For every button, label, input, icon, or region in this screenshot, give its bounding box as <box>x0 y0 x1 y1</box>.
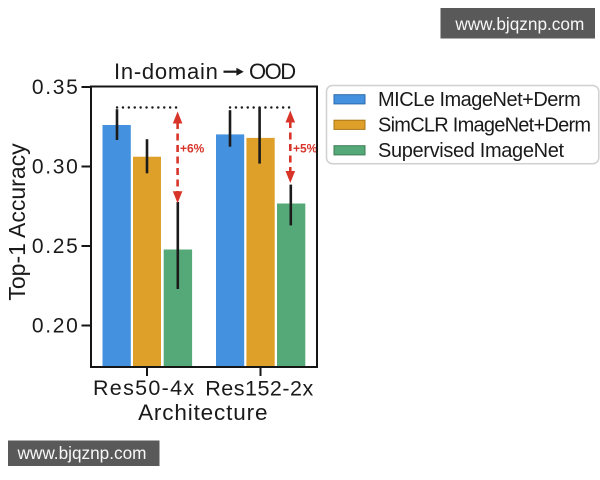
svg-text:www.bjqznp.com: www.bjqznp.com <box>17 443 147 463</box>
svg-text:Res152-2x: Res152-2x <box>205 377 313 401</box>
svg-text:0.20: 0.20 <box>32 315 80 338</box>
svg-text:OOD: OOD <box>249 59 295 84</box>
svg-text:Top-1 Accuracy: Top-1 Accuracy <box>4 143 30 301</box>
svg-text:SimCLR ImageNet+Derm: SimCLR ImageNet+Derm <box>378 115 590 137</box>
svg-text:www.bjqznp.com: www.bjqznp.com <box>454 14 584 34</box>
svg-text:Res50-4x: Res50-4x <box>93 376 195 400</box>
svg-text:Architecture: Architecture <box>138 400 268 425</box>
svg-text:+6%: +6% <box>180 142 205 156</box>
svg-text:0.30: 0.30 <box>32 156 80 179</box>
svg-text:+5%: +5% <box>293 142 318 156</box>
svg-text:0.35: 0.35 <box>32 76 80 99</box>
svg-text:0.25: 0.25 <box>32 235 80 258</box>
svg-text:Supervised ImageNet: Supervised ImageNet <box>378 140 564 162</box>
svg-text:MICLe ImageNet+Derm: MICLe ImageNet+Derm <box>378 89 580 111</box>
svg-text:In-domain: In-domain <box>114 59 219 84</box>
